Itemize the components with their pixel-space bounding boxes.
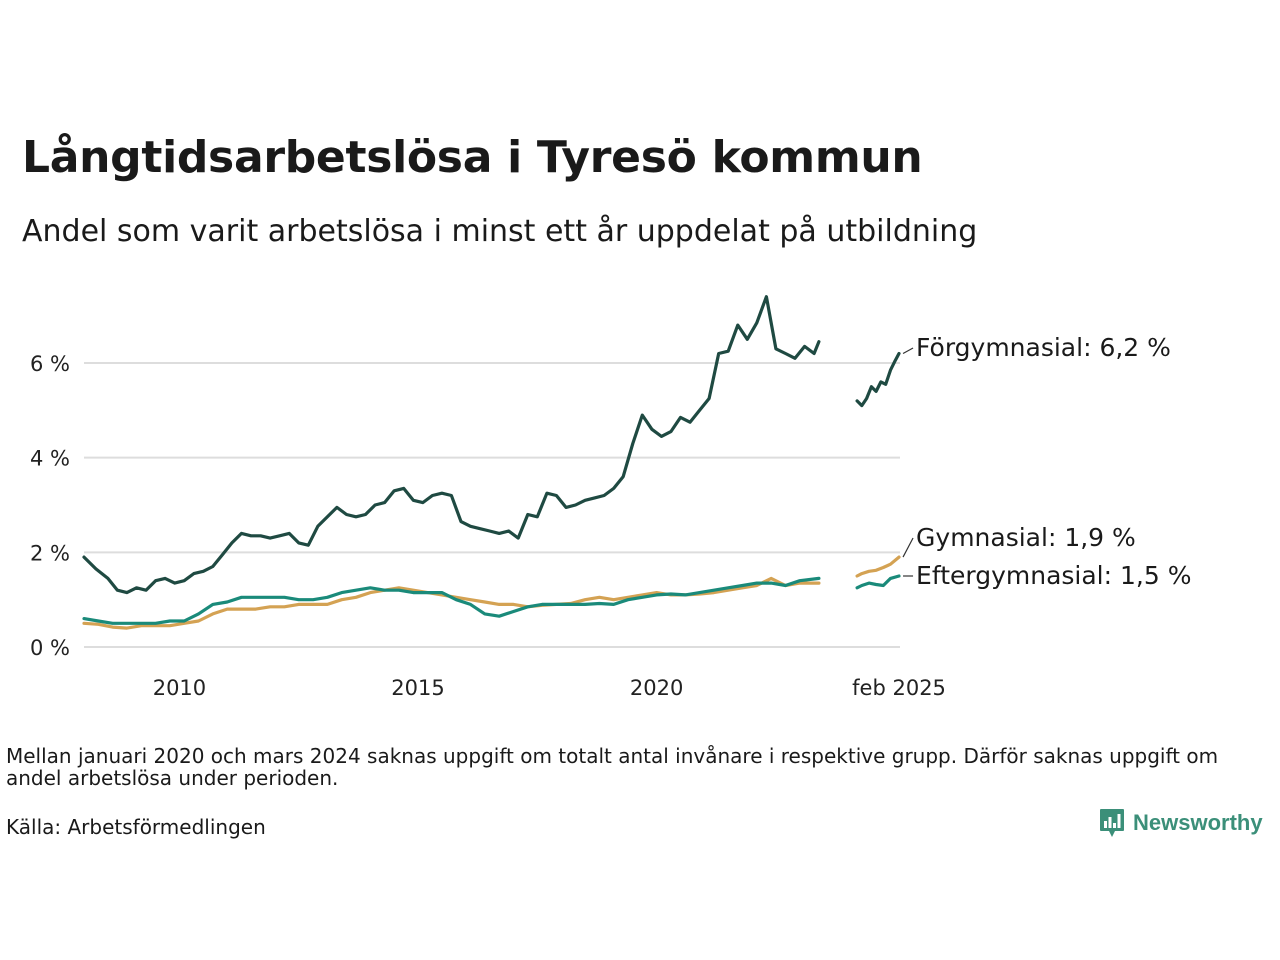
label-leader-line xyxy=(902,537,914,558)
logo-text: Newsworthy xyxy=(1133,810,1263,835)
series-lines xyxy=(82,295,901,630)
series-line-gymnasial xyxy=(82,576,821,630)
y-tick-label: 6 % xyxy=(30,352,70,376)
series-end-label: Gymnasial: 1,9 % xyxy=(916,523,1136,552)
newsworthy-logo: Newsworthy xyxy=(1099,808,1263,838)
series-line-eftergymnasial xyxy=(82,576,821,625)
series-line-eftergymnasial xyxy=(855,574,901,590)
series-line-förgymnasial xyxy=(82,295,821,595)
series-end-label: Eftergymnasial: 1,5 % xyxy=(916,561,1191,590)
source-credit: Källa: Arbetsförmedlingen xyxy=(6,815,266,839)
y-tick-label: 4 % xyxy=(30,447,70,471)
chart-subtitle: Andel som varit arbetslösa i minst ett å… xyxy=(22,214,978,249)
bar-chart-speech-bubble-icon xyxy=(1100,809,1124,837)
series-end-labels: Förgymnasial: 6,2 % Gymnasial: 1,9 % Efter… xyxy=(902,333,1191,590)
x-tick-label: feb 2025 xyxy=(852,676,946,700)
series-end-label: Förgymnasial: 6,2 % xyxy=(916,333,1171,362)
series-line-förgymnasial xyxy=(855,351,901,408)
x-tick-label: 2010 xyxy=(153,676,206,700)
y-tick-label: 2 % xyxy=(30,541,70,565)
series-line-gymnasial xyxy=(855,555,901,578)
chart-footnote: Mellan januari 2020 och mars 2024 saknas… xyxy=(6,744,1219,790)
y-tick-label: 0 % xyxy=(30,636,70,660)
x-tick-label: 2020 xyxy=(630,676,683,700)
chart-title: Långtidsarbetslösa i Tyresö kommun xyxy=(22,132,923,183)
x-tick-label: 2015 xyxy=(391,676,444,700)
label-leader-line xyxy=(902,347,914,355)
x-axis-ticks: 2010 2015 2020 feb 2025 xyxy=(153,676,946,700)
gridlines xyxy=(84,362,900,648)
y-axis-ticks: 0 % 2 % 4 % 6 % xyxy=(30,352,70,660)
line-chart: 0 % 2 % 4 % 6 % 2010 2015 2020 feb 2025 Förgym… xyxy=(30,295,1191,700)
